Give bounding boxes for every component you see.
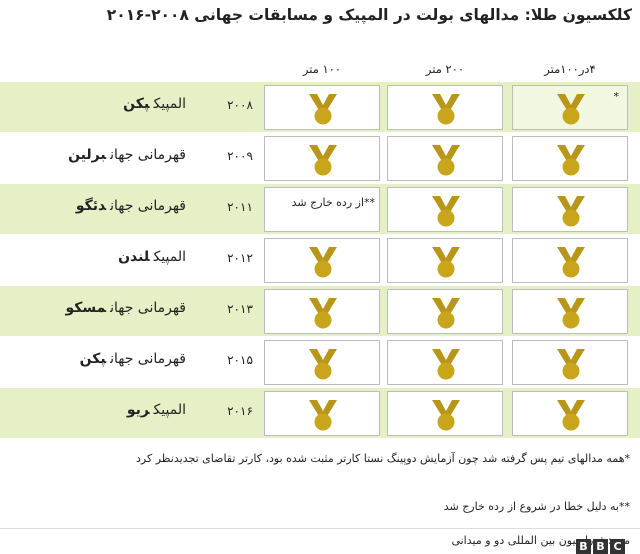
cell [512, 391, 628, 436]
year: ۲۰۱۲ [227, 251, 253, 265]
event-name: قهرمانی جهان [110, 351, 186, 367]
event: المپیکپکن [123, 96, 186, 112]
cell [512, 289, 628, 334]
cell [264, 238, 380, 283]
city: دئگو [75, 198, 107, 214]
cell [387, 136, 503, 181]
cell [387, 340, 503, 385]
cell [387, 289, 503, 334]
city: ریو [126, 402, 150, 418]
city: برلین [68, 147, 107, 163]
cell [264, 340, 380, 385]
event-name: قهرمانی جهان [110, 147, 186, 163]
year: ۲۰۱۵ [227, 353, 253, 367]
medal-icon [432, 400, 460, 431]
event: قهرمانی جهانپکن [80, 351, 186, 367]
cell [387, 391, 503, 436]
event-name: المپیک [153, 96, 186, 112]
cell [387, 85, 503, 130]
event: المپیکریو [127, 402, 186, 418]
logo-letter: B [593, 539, 608, 554]
cell: **از رده خارج شد [264, 187, 380, 232]
medal-icon [557, 298, 585, 329]
medal-icon [557, 196, 585, 227]
logo-letter: B [576, 539, 591, 554]
event: قهرمانی جهانمسکو [66, 300, 186, 316]
medal-icon [309, 298, 337, 329]
cell-note: * [613, 90, 620, 103]
medal-icon [432, 94, 460, 125]
cell [264, 289, 380, 334]
medal-icon [432, 298, 460, 329]
logo-letter: C [610, 539, 625, 554]
event-name: المپیک [153, 402, 186, 418]
footnote: **به دلیل خطا در شروع از رده خارج شد [443, 500, 630, 513]
event-name: قهرمانی جهان [110, 198, 186, 214]
medal-icon [557, 247, 585, 278]
medal-icon [309, 349, 337, 380]
cell-note: **از رده خارج شد [291, 196, 375, 209]
medal-icon [309, 247, 337, 278]
footnote: *همه مدالهای تیم پس گرفته شد چون آزمایش … [136, 452, 630, 465]
city: پکن [123, 96, 150, 112]
cell [512, 340, 628, 385]
event: قهرمانی جهانبرلین [68, 147, 186, 163]
cell [512, 187, 628, 232]
event: قهرمانی جهاندئگو [76, 198, 186, 214]
medal-icon [557, 349, 585, 380]
year: ۲۰۱۳ [227, 302, 253, 316]
city: مسکو [65, 300, 107, 316]
medal-icon [557, 145, 585, 176]
medal-icon [309, 94, 337, 125]
cell [264, 391, 380, 436]
cell [264, 136, 380, 181]
event: المپیکلندن [118, 249, 186, 265]
medal-icon [432, 247, 460, 278]
cell: * [512, 85, 628, 130]
event-name: المپیک [153, 249, 186, 265]
event-name: قهرمانی جهان [110, 300, 186, 316]
divider [0, 528, 640, 529]
column-header: ۱۰۰ متر [302, 62, 342, 76]
cell [387, 187, 503, 232]
cell [264, 85, 380, 130]
year: ۲۰۱۶ [227, 404, 253, 418]
medal-icon [557, 94, 585, 125]
year: ۲۰۰۸ [227, 98, 253, 112]
cell [512, 238, 628, 283]
title: کلکسیون طلا: مدالهای بولت در المپیک و مس… [106, 6, 632, 24]
medal-icon [309, 400, 337, 431]
medal-icon [309, 145, 337, 176]
medal-icon [432, 145, 460, 176]
column-header: ۴در۱۰۰متر [544, 62, 596, 76]
year: ۲۰۱۱ [227, 200, 253, 214]
medal-icon [432, 196, 460, 227]
medal-icon [432, 349, 460, 380]
year: ۲۰۰۹ [227, 149, 253, 163]
cell [387, 238, 503, 283]
cell [512, 136, 628, 181]
city: پکن [79, 351, 107, 367]
medal-icon [557, 400, 585, 431]
column-header: ۲۰۰ متر [425, 62, 465, 76]
city: لندن [118, 249, 150, 265]
